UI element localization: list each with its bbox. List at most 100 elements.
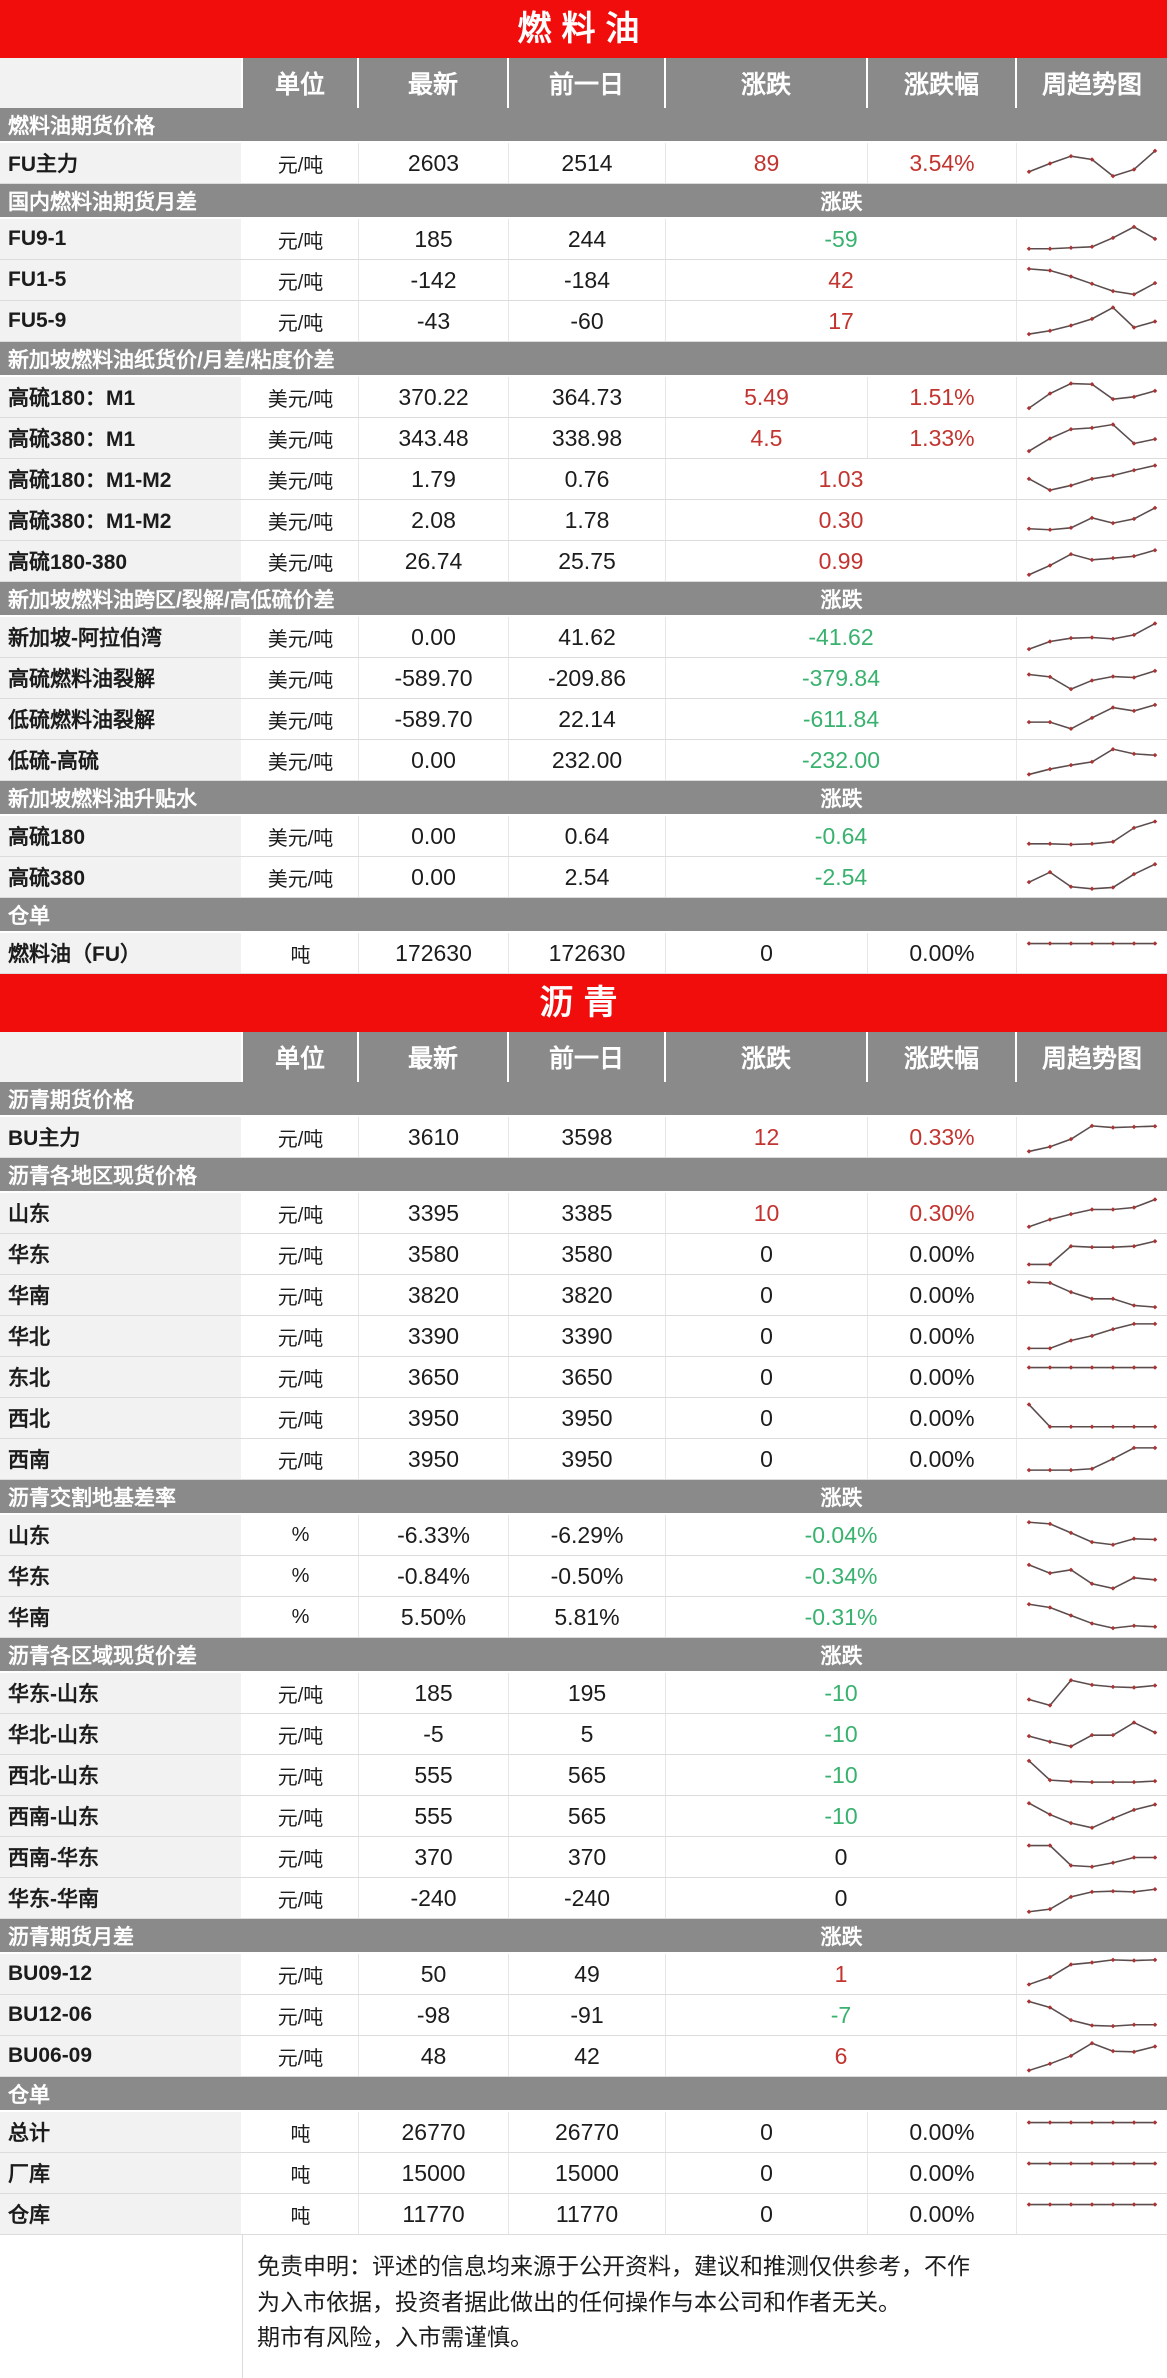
sparkline-chart (1026, 746, 1158, 777)
row-label: FU主力 (0, 143, 243, 183)
row-label: 高硫180：M1 (0, 377, 243, 417)
trend-cell (1017, 1275, 1167, 1315)
change-pct-cell: 0.00% (868, 1357, 1017, 1397)
sparkline-chart (1026, 1365, 1158, 1370)
latest-value-cell: 3395 (359, 1193, 509, 1233)
sparkline-chart (1026, 305, 1158, 337)
column-header-latest: 最新 (359, 58, 509, 108)
table-row: 高硫180：M1-M2 美元/吨 1.79 0.76 1.03 (0, 459, 1167, 500)
unit-cell: 元/吨 (243, 1117, 359, 1157)
sparkline-chart (1026, 2040, 1158, 2073)
sparkline-chart (1026, 668, 1158, 692)
trend-cell (1017, 740, 1167, 780)
trend-cell (1017, 260, 1167, 300)
row-label: 华北-山东 (0, 1714, 243, 1754)
change-cell: 0 (666, 1316, 868, 1356)
trend-cell (1017, 219, 1167, 259)
sparkline-chart (1026, 1800, 1158, 1831)
change-cell: 89 (666, 143, 868, 183)
column-header-latest: 最新 (359, 1032, 509, 1082)
unit-cell: 吨 (243, 2153, 359, 2193)
trend-cell (1017, 1515, 1167, 1555)
latest-value-cell: 0.00 (359, 617, 509, 657)
trend-cell (1017, 1597, 1167, 1637)
section-title: 国内燃料油期货月差 (8, 190, 197, 214)
row-label: 高硫180：M1-M2 (0, 459, 243, 499)
section-title: 新加坡燃料油跨区/裂解/高低硫价差 (8, 588, 335, 612)
change-cell: 6 (666, 2036, 1017, 2076)
tables-container: 燃料油 单位 最新 前一日 涨跌 涨跌幅 周趋势图 燃料油期货价格 FU主力 元/吨 2603 251… (0, 0, 1167, 2235)
row-label: 华南 (0, 1275, 243, 1315)
sparkline-chart (1026, 1445, 1158, 1473)
row-label: FU9-1 (0, 219, 243, 259)
change-cell: 0.30 (666, 500, 1017, 540)
row-label: 华东 (0, 1234, 243, 1274)
sparkline-chart (1026, 1720, 1158, 1749)
prev-value-cell: 15000 (509, 2153, 666, 2193)
change-cell: 0 (666, 2112, 868, 2152)
table-title-banner: 沥青 (0, 974, 1167, 1032)
latest-value-cell: 185 (359, 219, 509, 259)
unit-cell: 元/吨 (243, 1357, 359, 1397)
prev-value-cell: 42 (509, 2036, 666, 2076)
sparkline-chart (1026, 2120, 1158, 2125)
change-cell: -59 (666, 219, 1017, 259)
unit-cell: % (243, 1515, 359, 1555)
trend-cell (1017, 699, 1167, 739)
latest-value-cell: 3610 (359, 1117, 509, 1157)
prev-value-cell: 26770 (509, 2112, 666, 2152)
table-row: 华东-华南 元/吨 -240 -240 0 (0, 1878, 1167, 1919)
section-change-label: 涨跌 (820, 1925, 863, 1949)
row-label: 厂库 (0, 2153, 243, 2193)
section-header: 新加坡燃料油纸货价/月差/粘度价差 (0, 342, 1167, 377)
trend-cell (1017, 2153, 1167, 2193)
trend-cell (1017, 2112, 1167, 2152)
sparkline-chart (1026, 1601, 1158, 1631)
sparkline-chart (1026, 1519, 1158, 1548)
column-header-prev: 前一日 (509, 1032, 666, 1082)
table-row: 总计吨 26770 26770 0 0.00% (0, 2112, 1167, 2153)
prev-value-cell: 41.62 (509, 617, 666, 657)
table-row: 高硫180：M1 美元/吨 370.22 364.73 5.49 1.51% (0, 377, 1167, 418)
trend-cell (1017, 857, 1167, 897)
section-title: 沥青各地区现货价格 (8, 1164, 197, 1188)
table-row: BU主力 元/吨 3610 3598 12 0.33% (0, 1117, 1167, 1158)
trend-cell (1017, 1117, 1167, 1157)
trend-cell (1017, 1954, 1167, 1994)
change-cell: 42 (666, 260, 1017, 300)
section-header: 仓单 (0, 898, 1167, 933)
latest-value-cell: 3950 (359, 1439, 509, 1479)
prev-value-cell: 3580 (509, 1234, 666, 1274)
row-label: 西南-华东 (0, 1837, 243, 1877)
section-change-label: 涨跌 (820, 1644, 863, 1668)
latest-value-cell: -5 (359, 1714, 509, 1754)
change-cell: -10 (666, 1755, 1017, 1795)
latest-value-cell: -43 (359, 301, 509, 341)
sparkline-chart (1026, 1957, 1158, 1987)
change-cell: -0.34% (666, 1556, 1017, 1596)
table-row: 低硫-高硫 美元/吨 0.00 232.00 -232.00 (0, 740, 1167, 781)
row-label: 华南 (0, 1597, 243, 1637)
table-row: 山东 元/吨 3395 3385 10 0.30% (0, 1193, 1167, 1234)
trend-cell (1017, 1316, 1167, 1356)
sparkline-chart (1026, 1197, 1158, 1229)
section-title: 新加坡燃料油纸货价/月差/粘度价差 (8, 348, 335, 372)
row-label: 山东 (0, 1193, 243, 1233)
latest-value-cell: -589.70 (359, 699, 509, 739)
latest-value-cell: 3650 (359, 1357, 509, 1397)
latest-value-cell: -98 (359, 1995, 509, 2035)
sparkline-chart (1026, 1886, 1158, 1914)
row-label: 西南 (0, 1439, 243, 1479)
unit-cell: 美元/吨 (243, 500, 359, 540)
change-cell: 12 (666, 1117, 868, 1157)
column-header-change: 涨跌 (666, 1032, 868, 1082)
change-cell: 1.03 (666, 459, 1017, 499)
latest-value-cell: -0.84% (359, 1556, 509, 1596)
latest-value-cell: 1.79 (359, 459, 509, 499)
unit-cell: 元/吨 (243, 1995, 359, 2035)
change-cell: -2.54 (666, 857, 1017, 897)
trend-cell (1017, 1714, 1167, 1754)
sparkline-chart (1026, 1402, 1158, 1430)
change-cell: -7 (666, 1995, 1017, 2035)
latest-value-cell: 15000 (359, 2153, 509, 2193)
